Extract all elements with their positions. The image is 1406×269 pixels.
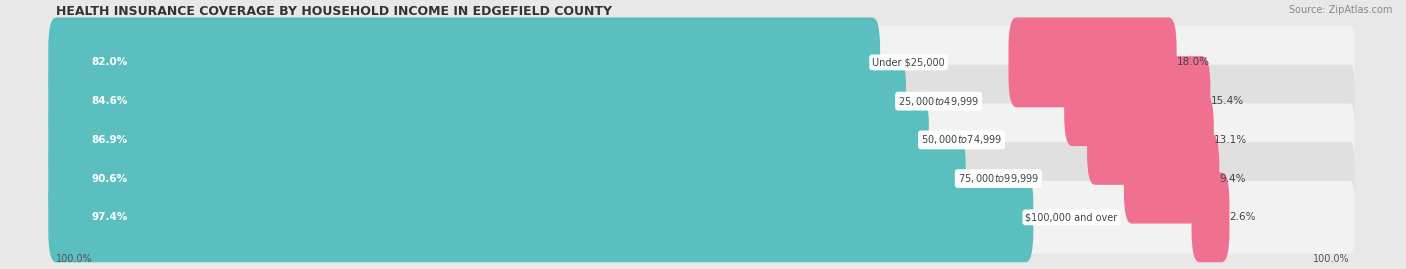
FancyBboxPatch shape — [48, 17, 880, 107]
Text: 13.1%: 13.1% — [1213, 135, 1247, 145]
Text: 18.0%: 18.0% — [1177, 57, 1209, 68]
FancyBboxPatch shape — [1123, 134, 1219, 224]
FancyBboxPatch shape — [51, 181, 1355, 254]
Text: 82.0%: 82.0% — [91, 57, 128, 68]
Text: 86.9%: 86.9% — [91, 135, 127, 145]
Text: 90.6%: 90.6% — [91, 174, 127, 184]
FancyBboxPatch shape — [51, 104, 1355, 176]
FancyBboxPatch shape — [48, 172, 1033, 262]
FancyBboxPatch shape — [1064, 56, 1211, 146]
Text: $50,000 to $74,999: $50,000 to $74,999 — [921, 133, 1002, 146]
FancyBboxPatch shape — [1087, 95, 1213, 185]
FancyBboxPatch shape — [48, 95, 929, 185]
FancyBboxPatch shape — [1191, 172, 1229, 262]
Text: Under $25,000: Under $25,000 — [872, 57, 945, 68]
FancyBboxPatch shape — [51, 142, 1355, 215]
Text: 100.0%: 100.0% — [1313, 254, 1350, 264]
FancyBboxPatch shape — [51, 65, 1355, 137]
FancyBboxPatch shape — [1008, 17, 1177, 107]
Text: $75,000 to $99,999: $75,000 to $99,999 — [957, 172, 1039, 185]
Text: Source: ZipAtlas.com: Source: ZipAtlas.com — [1288, 5, 1392, 15]
Text: 100.0%: 100.0% — [56, 254, 93, 264]
Text: 9.4%: 9.4% — [1219, 174, 1246, 184]
Text: $100,000 and over: $100,000 and over — [1025, 212, 1118, 222]
FancyBboxPatch shape — [51, 26, 1355, 99]
Text: HEALTH INSURANCE COVERAGE BY HOUSEHOLD INCOME IN EDGEFIELD COUNTY: HEALTH INSURANCE COVERAGE BY HOUSEHOLD I… — [56, 5, 612, 18]
FancyBboxPatch shape — [48, 56, 905, 146]
Text: 84.6%: 84.6% — [91, 96, 128, 106]
Text: 15.4%: 15.4% — [1211, 96, 1243, 106]
FancyBboxPatch shape — [48, 134, 966, 224]
Text: 97.4%: 97.4% — [91, 212, 128, 222]
Text: 2.6%: 2.6% — [1229, 212, 1256, 222]
Text: $25,000 to $49,999: $25,000 to $49,999 — [898, 95, 979, 108]
